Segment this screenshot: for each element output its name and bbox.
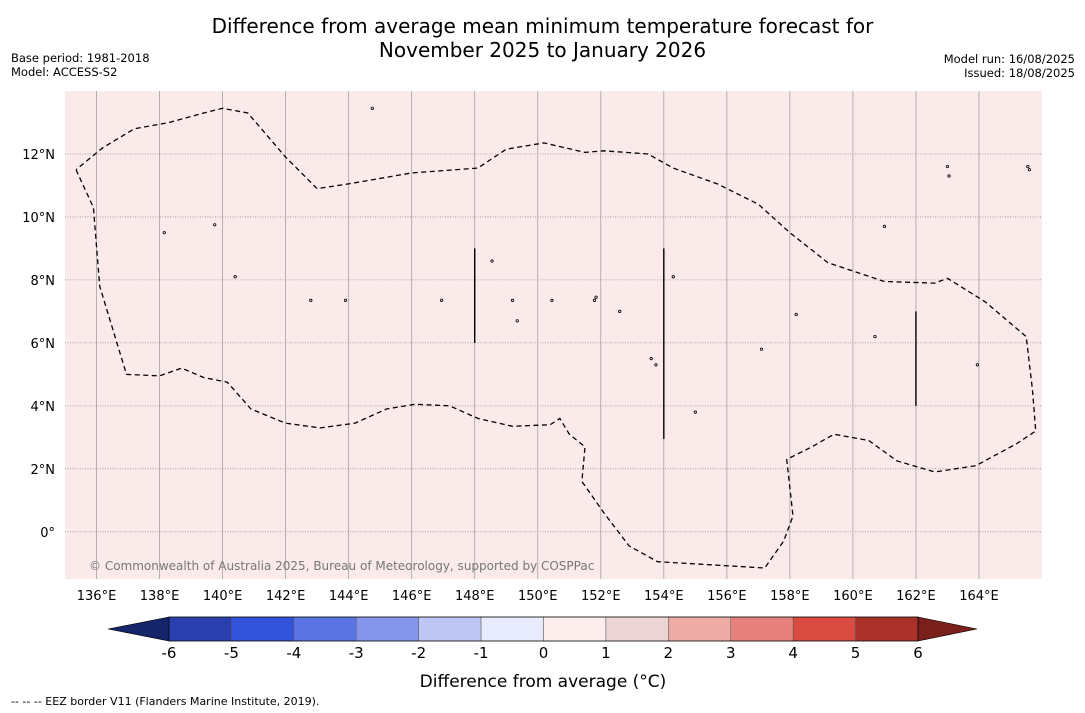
colorbar-tick-label-4: -2 (411, 644, 426, 662)
lat-tick-label-3: 6°N (31, 337, 56, 352)
lon-tick-label-4: 144°E (329, 589, 369, 604)
lon-tick-label-5: 146°E (392, 589, 432, 604)
colorbar-swatch-5 (480, 616, 544, 642)
island-2 (213, 223, 217, 227)
colorbar-swatch-8 (668, 616, 731, 642)
colorbar-tick-label-7: 1 (601, 644, 611, 662)
colorbar-tick-label-6: 0 (539, 644, 549, 662)
lon-tick-label-9: 154°E (644, 589, 684, 604)
lon-tick-label-1: 138°E (140, 589, 180, 604)
map-plot-area (65, 91, 1042, 579)
island-14 (654, 363, 658, 367)
colorbar-tick-label-10: 4 (788, 644, 798, 662)
eez-footnote: -- -- -- EEZ border V11 (Flanders Marine… (11, 695, 320, 708)
lon-tick-label-2: 140°E (203, 589, 243, 604)
issued-date: Issued: 18/08/2025 (964, 66, 1075, 80)
lon-tick-label-3: 142°E (266, 589, 306, 604)
colorbar-swatch-10 (792, 616, 856, 642)
longitude-tick-labels: 136°E 138°E 140°E 142°E 144°E 146°E 148°E 150°E… (77, 589, 999, 604)
colorbar-tick-label-8: 2 (664, 644, 674, 662)
colorbar-swatch-6 (543, 616, 607, 642)
title-line-1: Difference from average mean minimum tem… (211, 14, 874, 38)
colorbar: -6 -5 -4 -3 -2 -1 0 1 2 3 4 5 6 (107, 616, 978, 662)
colorbar-over-arrow (917, 616, 978, 642)
lon-tick-label-6: 148°E (455, 589, 495, 604)
island-18 (794, 312, 798, 317)
meta-right: Model run: 16/08/2025 Issued: 18/08/2025 (944, 52, 1075, 80)
lat-tick-label-0: 0° (40, 526, 55, 541)
island-22 (947, 174, 951, 178)
meta-left: Base period: 1981-2018 Model: ACCESS-S2 (11, 51, 150, 79)
colorbar-tick-label-1: -5 (224, 644, 239, 662)
colorbar-label: Difference from average (°C) (420, 672, 667, 692)
colorbar-tick-label-12: 6 (913, 644, 923, 662)
colorbar-tick-label-9: 3 (726, 644, 736, 662)
colorbar-tick-label-5: -1 (474, 644, 489, 662)
colorbar-tick-label-11: 5 (851, 644, 861, 662)
island-8 (515, 319, 519, 323)
colorbar-tick-label-2: -4 (286, 644, 301, 662)
lon-tick-label-13: 162°E (896, 589, 936, 604)
colorbar-swatch-0 (168, 616, 232, 642)
colorbar-swatch-1 (231, 616, 295, 642)
lon-tick-label-7: 150°E (518, 589, 558, 604)
islands (162, 106, 1031, 414)
island-20 (882, 224, 887, 228)
island-1 (162, 231, 166, 235)
colorbar-swatch-7 (605, 616, 669, 642)
colorbar-swatch-2 (293, 616, 357, 642)
island-21 (945, 164, 950, 169)
colorbar-swatch-9 (730, 616, 794, 642)
island-9 (550, 298, 554, 302)
lat-tick-label-4: 8°N (31, 274, 56, 289)
lon-tick-label-10: 156°E (707, 589, 747, 604)
lon-tick-label-0: 136°E (77, 589, 117, 604)
lat-tick-label-6: 12°N (22, 148, 55, 163)
island-3 (233, 275, 237, 279)
island-15 (671, 275, 675, 279)
graticule (65, 91, 1042, 579)
island-16 (693, 410, 697, 414)
lat-tick-label-2: 4°N (31, 400, 56, 415)
model-name: Model: ACCESS-S2 (11, 65, 118, 79)
colorbar-swatch-4 (418, 616, 482, 642)
latitude-tick-labels: 0° 2°N 4°N 6°N 8°N 10°N 12°N (22, 148, 55, 541)
lon-tick-label-14: 164°E (959, 589, 999, 604)
base-period: Base period: 1981-2018 (11, 51, 150, 65)
lon-tick-label-8: 152°E (581, 589, 621, 604)
colorbar-frame (168, 616, 919, 642)
eez-border (75, 107, 1037, 569)
island-13 (649, 357, 653, 361)
island-6 (490, 259, 494, 263)
colorbar-under-arrow (107, 616, 170, 642)
island-19 (873, 334, 877, 339)
title-line-2: November 2025 to January 2026 (378, 38, 707, 62)
colorbar-swatch-11 (855, 616, 919, 642)
lat-tick-label-1: 2°N (31, 463, 56, 478)
island-25 (1027, 168, 1031, 172)
model-run: Model run: 16/08/2025 (943, 52, 1075, 66)
colorbar-swatch-3 (356, 616, 419, 642)
lon-tick-label-11: 158°E (770, 589, 810, 604)
island-24 (1026, 164, 1030, 169)
colorbar-tick-label-3: -3 (349, 644, 364, 662)
island-10 (592, 298, 597, 302)
boundary-lines (474, 248, 917, 439)
map-title: Difference from average mean minimum tem… (0, 14, 1085, 62)
lon-tick-label-12: 160°E (833, 589, 873, 604)
island-11 (594, 295, 598, 299)
island-26 (309, 298, 313, 302)
island-5 (440, 298, 444, 302)
island-12 (618, 309, 622, 313)
island-7 (510, 298, 515, 302)
copyright-notice: © Commonwealth of Australia 2025, Bureau… (89, 559, 594, 573)
island-17 (759, 347, 764, 351)
lat-tick-label-5: 10°N (22, 211, 55, 226)
island-0 (370, 106, 374, 110)
island-4 (343, 298, 348, 302)
colorbar-tick-label-0: -6 (162, 644, 177, 662)
island-23 (975, 363, 979, 367)
